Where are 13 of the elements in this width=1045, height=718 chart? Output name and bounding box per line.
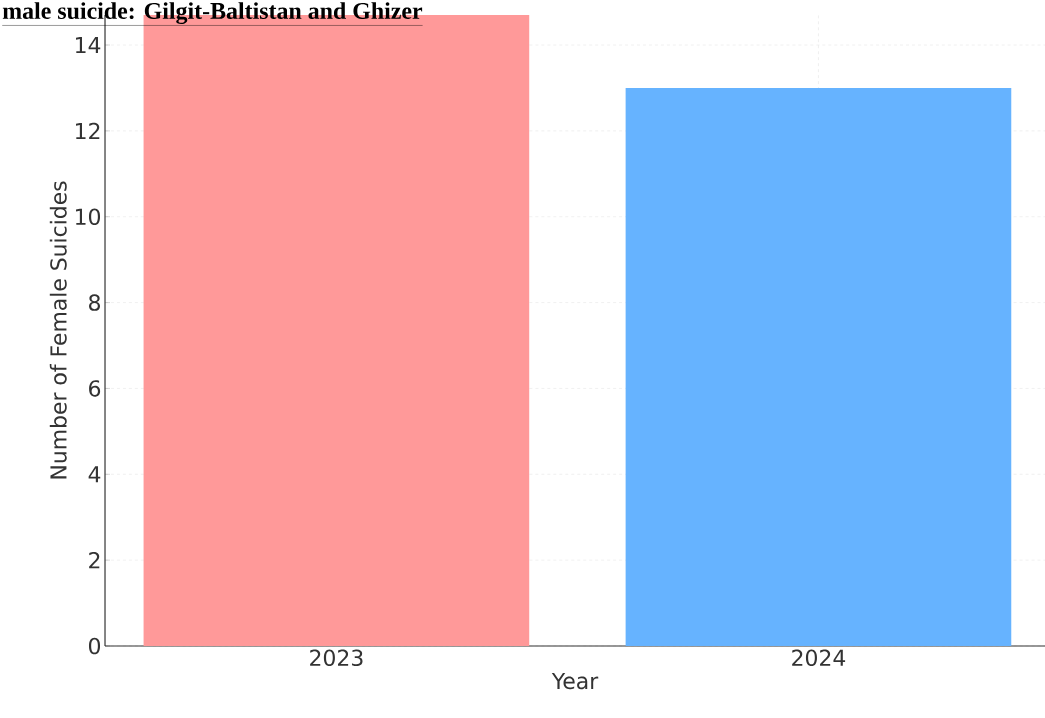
x-axis-title: Year: [551, 672, 599, 690]
y-tick-label: 4: [88, 466, 101, 483]
y-tick-label: 10: [76, 208, 101, 226]
y-tick-label: 2: [89, 552, 100, 569]
y-tick-label: 14: [76, 37, 101, 54]
y-axis-title: Number of Female Suicides: [49, 181, 67, 479]
x-tick-label: 2023: [310, 649, 363, 667]
y-tick-label: 0: [88, 637, 101, 655]
y-tick-label: 12: [76, 122, 100, 140]
y-tick-label: 6: [89, 380, 101, 397]
x-tick-label: 2024: [792, 649, 846, 667]
chart-title: male suicide: Gilgit-Baltistan and Ghizer: [2, 2, 423, 25]
y-tick-label: 8: [89, 294, 100, 311]
